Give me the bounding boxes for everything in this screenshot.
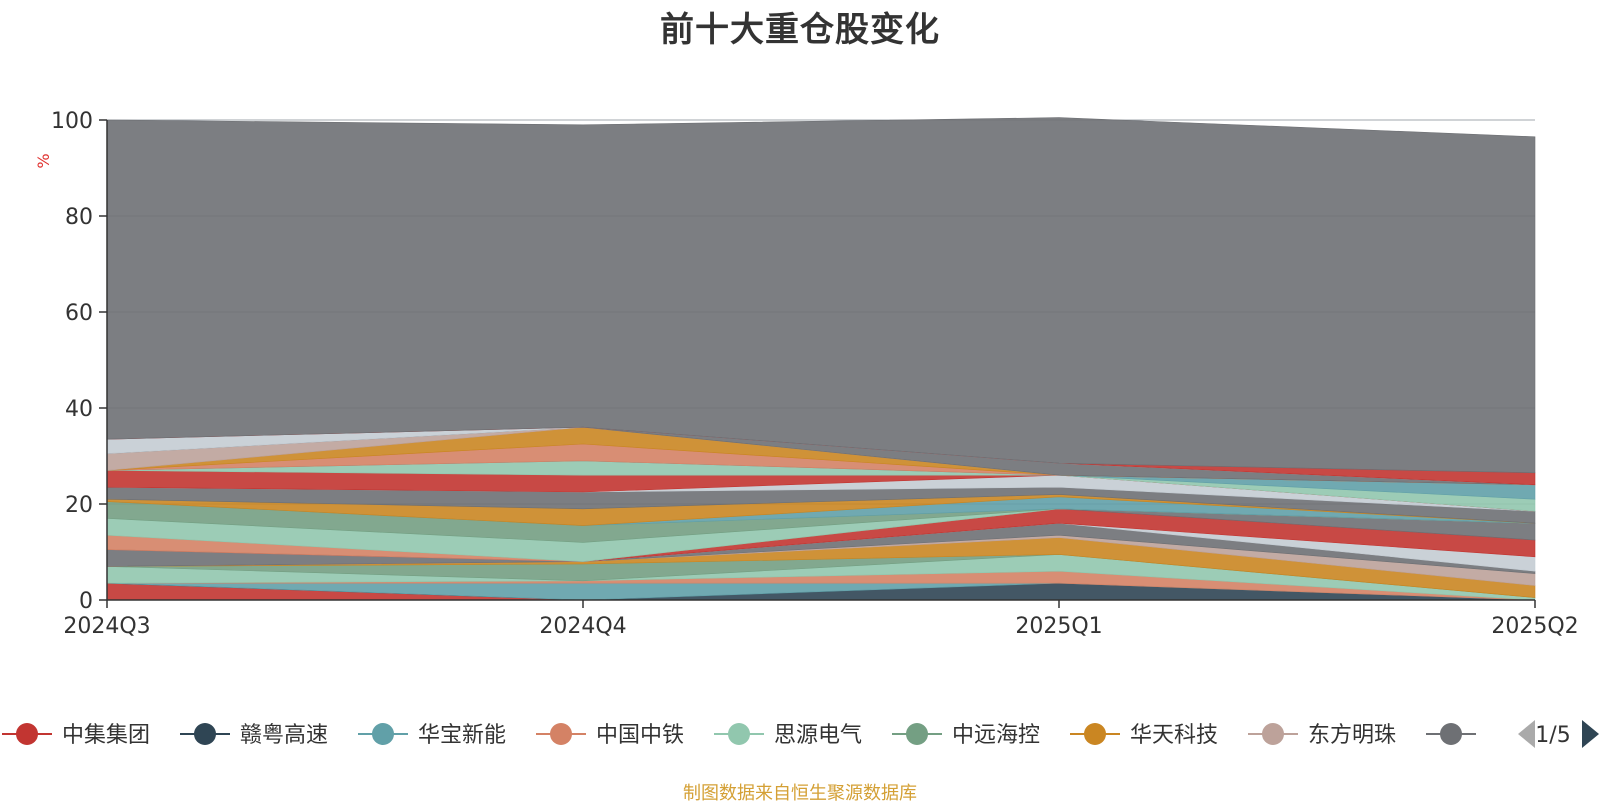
legend-item-2[interactable]: 赣粤高速 [180, 723, 328, 748]
legend: 中集集团 赣粤高速 华宝新能 中国中铁 思源电气 中远海控 华天科技 东方明珠 1/5 [2, 720, 1599, 748]
legend-label: 东方明珠 [1308, 723, 1396, 748]
y-tick-label-60: 60 [65, 301, 93, 326]
y-tick-label-20: 20 [65, 493, 93, 518]
legend-marker [1440, 723, 1462, 745]
legend-marker [728, 723, 750, 745]
legend-item-7[interactable]: 华天科技 [1070, 723, 1218, 748]
legend-prev-arrow-icon[interactable] [1518, 720, 1535, 748]
legend-label: 赣粤高速 [240, 723, 328, 748]
legend-marker [194, 723, 216, 745]
x-tick-label-2025Q1: 2025Q1 [1015, 614, 1102, 639]
y-tick-label-80: 80 [65, 205, 93, 230]
y-tick-label-40: 40 [65, 397, 93, 422]
legend-label: 华天科技 [1130, 723, 1218, 748]
data-source-note: 制图数据来自恒生聚源数据库 [683, 783, 917, 804]
area-series-29 [106, 117, 1536, 474]
legend-marker [16, 723, 38, 745]
y-tick-label-0: 0 [79, 589, 93, 614]
area-series [106, 117, 1536, 601]
legend-item-9[interactable] [1426, 723, 1476, 745]
legend-item-8[interactable]: 东方明珠 [1248, 723, 1396, 748]
y-tick-label-100: 100 [51, 109, 93, 134]
legend-marker [550, 723, 572, 745]
axes: 0 20 40 60 80 100 2024Q3 2024Q4 2025Q1 2025Q2% [34, 109, 1579, 639]
x-tick-label-2025Q2: 2025Q2 [1491, 614, 1578, 639]
legend-marker [1084, 723, 1106, 745]
legend-page-indicator: 1/5 [1535, 723, 1570, 748]
legend-item-6[interactable]: 中远海控 [892, 723, 1040, 748]
legend-marker [372, 723, 394, 745]
legend-pager: 1/5 [1518, 720, 1599, 748]
legend-label: 中远海控 [952, 723, 1040, 748]
legend-label: 思源电气 [774, 723, 862, 748]
legend-item-3[interactable]: 华宝新能 [358, 723, 506, 748]
legend-item-1[interactable]: 中集集团 [2, 723, 150, 748]
chart-title: 前十大重仓股变化 [660, 10, 940, 50]
legend-item-5[interactable]: 思源电气 [714, 723, 862, 748]
legend-item-4[interactable]: 中国中铁 [536, 723, 684, 748]
legend-label: 华宝新能 [418, 723, 506, 748]
x-tick-label-2024Q3: 2024Q3 [63, 614, 150, 639]
legend-next-arrow-icon[interactable] [1582, 720, 1599, 748]
x-tick-label-2024Q4: 2024Q4 [539, 614, 626, 639]
y-axis-label: % [34, 153, 53, 168]
legend-label: 中集集团 [62, 723, 150, 748]
legend-label: 中国中铁 [596, 723, 684, 748]
legend-marker [906, 723, 928, 745]
legend-marker [1262, 723, 1284, 745]
